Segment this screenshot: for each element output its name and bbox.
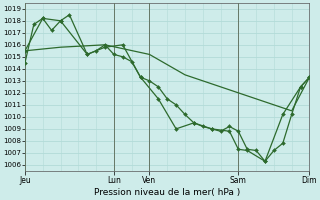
X-axis label: Pression niveau de la mer( hPa ): Pression niveau de la mer( hPa ) (94, 188, 240, 197)
